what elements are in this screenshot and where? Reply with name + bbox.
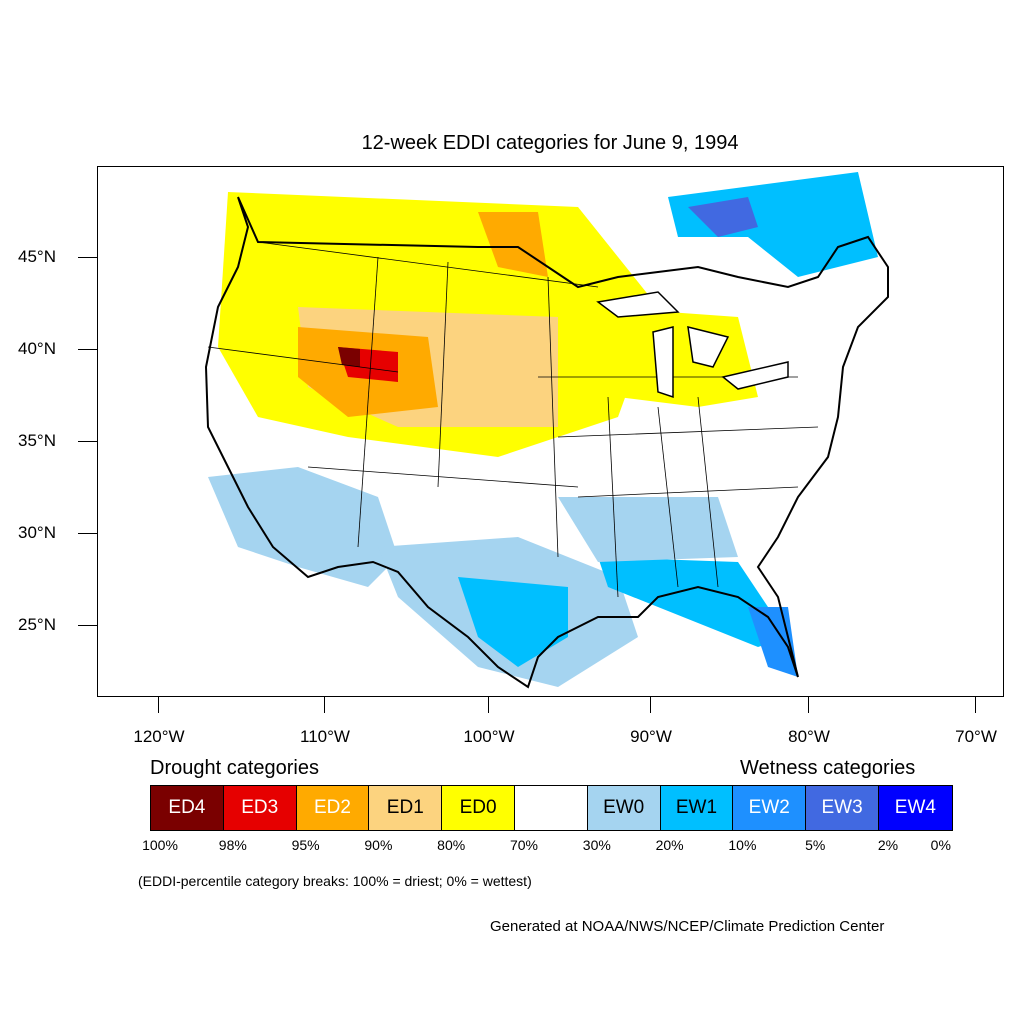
legend-cell-ew1: EW1: [660, 786, 734, 830]
legend-cell-ew2: EW2: [733, 786, 807, 830]
map-title: 12-week EDDI categories for June 9, 1994: [361, 132, 739, 154]
legend-cell-ed0: ED0: [442, 786, 515, 830]
wetness-legend-title: Wetness categories: [740, 757, 916, 779]
legend-cell-ed3: ED3: [223, 786, 297, 830]
lat-label-40: 40°N: [18, 339, 56, 358]
lat-tick-35: [78, 441, 97, 442]
canada-east-wet-core: [688, 197, 758, 237]
state-borders: [207, 241, 819, 598]
legend-cell-neutral: [514, 786, 588, 830]
percentile-break-label: 30%: [582, 837, 611, 853]
category-legend: ED4 ED3 ED2 ED1 ED0 EW0 EW1 EW2 EW3 EW4: [150, 785, 953, 831]
lon-label-100: 100°W: [463, 727, 515, 746]
lat-tick-45: [78, 257, 97, 258]
legend-cell-ew0: EW0: [587, 786, 661, 830]
us-outline: [204, 196, 889, 689]
lat-label-45: 45°N: [18, 247, 56, 266]
lon-tick-70: [975, 697, 976, 713]
lon-label-110: 110°W: [300, 727, 350, 746]
lon-label-90: 90°W: [630, 727, 672, 746]
legend-cell-ed1: ED1: [369, 786, 443, 830]
percentile-break-label: 20%: [655, 837, 684, 853]
lon-tick-80: [808, 697, 809, 713]
category-note: (EDDI-percentile category breaks: 100% =…: [138, 873, 532, 889]
percentile-break-label: 90%: [364, 837, 393, 853]
lon-tick-90: [650, 697, 651, 713]
percentile-break-label: 95%: [291, 837, 320, 853]
lon-tick-100: [488, 697, 489, 713]
percentile-break-label: 100%: [142, 837, 178, 853]
southwest-wet-region: [208, 467, 398, 587]
lat-tick-30: [78, 533, 97, 534]
percentile-break-label: 10%: [728, 837, 757, 853]
gulf-coast-wet-region: [598, 557, 788, 647]
great-lakes: [596, 291, 789, 399]
percentile-break-label: 98%: [218, 837, 247, 853]
drought-legend-title: Drought categories: [150, 757, 319, 779]
southeast-wet-region: [558, 497, 738, 562]
lat-tick-25: [78, 625, 97, 626]
lon-label-70: 70°W: [955, 727, 997, 746]
legend-cell-ew4: EW4: [878, 786, 952, 830]
percentile-break-label: 70%: [509, 837, 539, 853]
category-shading: [208, 172, 878, 687]
lat-tick-40: [78, 349, 97, 350]
lat-label-30: 30°N: [18, 523, 56, 542]
lat-label-35: 35°N: [18, 431, 56, 450]
lon-label-120: 120°W: [133, 727, 185, 746]
map-panel: [97, 166, 1004, 697]
canada-east-wet-region: [668, 172, 878, 277]
idaho-exceptional: [338, 347, 360, 367]
legend-cell-ed2: ED2: [296, 786, 370, 830]
minnesota-severe: [478, 212, 548, 277]
legend-cell-ed4: ED4: [151, 786, 224, 830]
percentile-break-label: 80%: [437, 837, 466, 853]
lon-tick-120: [158, 697, 159, 713]
great-lakes-drought: [598, 307, 758, 407]
texas-coast-wet-region: [458, 577, 568, 667]
percentile-break-label: 5%: [805, 837, 826, 853]
lat-label-25: 25°N: [18, 615, 56, 634]
legend-cell-ew3: EW3: [806, 786, 879, 830]
eddi-map: [204, 172, 889, 689]
lon-label-80: 80°W: [788, 727, 830, 746]
credit-text: Generated at NOAA/NWS/NCEP/Climate Predi…: [490, 918, 885, 935]
percentile-break-label: 2%: [877, 837, 899, 853]
lon-tick-110: [324, 697, 325, 713]
percentile-break-label: 0%: [930, 837, 951, 853]
